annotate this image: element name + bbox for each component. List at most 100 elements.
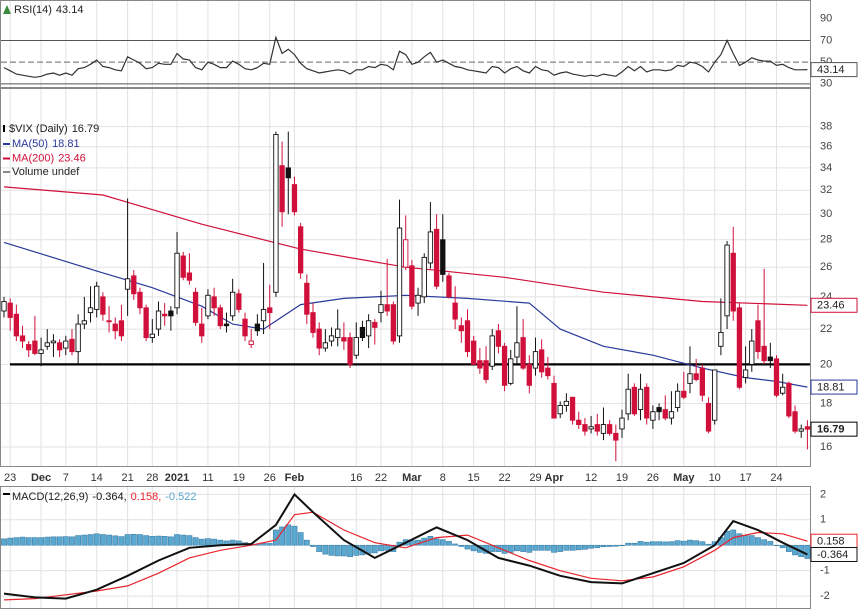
- legend-name: MA(200): [12, 152, 54, 164]
- candle-body: [186, 272, 193, 281]
- ma-legend: MA(50) 18.81: [12, 138, 80, 150]
- candle-body: [631, 386, 638, 415]
- histogram-bar: [668, 541, 675, 546]
- candle-body: [335, 328, 341, 339]
- candle-body: [483, 360, 489, 380]
- y-tick-label: 30: [820, 208, 832, 220]
- legend-name: RSI(14): [14, 4, 52, 16]
- histogram-bar: [761, 539, 768, 546]
- histogram-bar: [526, 544, 533, 553]
- histogram-bar: [273, 529, 279, 546]
- candle-body: [662, 409, 668, 419]
- histogram-bar: [693, 540, 700, 546]
- candle-body: [545, 367, 551, 377]
- candle-body: [63, 340, 69, 349]
- candle-body: [359, 326, 366, 339]
- candle-body: [539, 349, 545, 373]
- histogram-bar: [612, 544, 619, 547]
- histogram-bar: [588, 544, 594, 549]
- histogram-bar: [439, 539, 446, 546]
- candle-body: [118, 320, 125, 337]
- candle-body: [106, 320, 112, 323]
- histogram-bar: [569, 544, 576, 551]
- candle-body: [211, 296, 217, 309]
- candle-body: [514, 342, 520, 358]
- candle-body: [433, 228, 440, 287]
- candle-body: [44, 342, 50, 347]
- histogram-bar: [50, 536, 57, 546]
- histogram-bar: [124, 534, 131, 546]
- candle-body: [310, 312, 316, 333]
- legend-swatch: [3, 157, 10, 160]
- x-tick-label: 16: [350, 472, 362, 484]
- candle-body: [588, 426, 594, 430]
- x-tick-label: 2021: [165, 472, 189, 484]
- histogram-bar: [31, 537, 38, 546]
- y-tick-label: -2: [820, 590, 830, 602]
- candle-body: [347, 337, 353, 365]
- candle-body: [162, 313, 168, 317]
- candle-body: [56, 342, 63, 351]
- histogram-bar: [25, 537, 32, 546]
- candle-body: [705, 402, 712, 432]
- candle-body: [724, 244, 730, 317]
- legend-name: $VIX (Daily): [9, 123, 68, 135]
- x-tick-label: 29: [529, 472, 541, 484]
- y-tick-label: 32: [820, 184, 832, 196]
- candle-body: [149, 333, 155, 339]
- candle-body: [112, 323, 118, 332]
- histogram-bar: [75, 535, 82, 546]
- candle-body: [687, 373, 693, 384]
- histogram-bar: [446, 541, 452, 546]
- histogram-bar: [180, 534, 187, 546]
- candle-body: [168, 310, 174, 317]
- histogram-bar: [340, 544, 347, 557]
- candle-body: [427, 231, 434, 264]
- histogram-bar: [637, 541, 644, 546]
- candle-body: [94, 285, 100, 310]
- histogram-bar: [167, 536, 174, 546]
- candle-body: [761, 345, 767, 362]
- histogram-bar: [266, 543, 273, 546]
- histogram-bar: [464, 544, 471, 550]
- candle-body: [316, 328, 322, 349]
- legend-value: 16.79: [72, 123, 100, 135]
- candle-body: [718, 332, 724, 347]
- volume-legend: Volume undef: [12, 166, 80, 178]
- x-tick-label: Dec: [31, 472, 51, 484]
- candle-body: [236, 293, 242, 310]
- candle-body: [712, 369, 718, 421]
- candle-body: [742, 369, 749, 379]
- x-tick-label: 12: [585, 472, 597, 484]
- candle-body: [254, 323, 261, 332]
- candle-body: [613, 432, 619, 441]
- histogram-bar: [662, 541, 669, 546]
- x-tick-label: Apr: [545, 472, 565, 484]
- candle-body: [606, 424, 613, 434]
- x-tick-label: May: [673, 472, 695, 484]
- histogram-bar: [507, 544, 514, 553]
- histogram-bar: [458, 544, 465, 547]
- candle-body: [199, 323, 205, 337]
- histogram-bar: [649, 541, 656, 546]
- candle-body: [625, 388, 631, 415]
- y-tick-label: 20: [820, 358, 832, 370]
- histogram-bar: [118, 536, 125, 546]
- histogram-bar: [334, 544, 341, 557]
- histogram-bar: [767, 541, 774, 546]
- candle-body: [532, 351, 539, 369]
- y-tick-label: 36: [820, 141, 832, 153]
- candle-body: [421, 256, 427, 298]
- y-tick-label: 18: [820, 397, 832, 409]
- candle-body: [26, 344, 32, 351]
- x-tick-label: 17: [739, 472, 751, 484]
- candle-body: [285, 167, 291, 179]
- x-tick-label: 28: [146, 472, 158, 484]
- ma-legend: MA(200) 23.46: [12, 152, 86, 164]
- value-tag: -0.364: [817, 549, 848, 561]
- histogram-bar: [736, 533, 743, 546]
- histogram-bar: [773, 544, 780, 547]
- histogram-bar: [551, 544, 557, 553]
